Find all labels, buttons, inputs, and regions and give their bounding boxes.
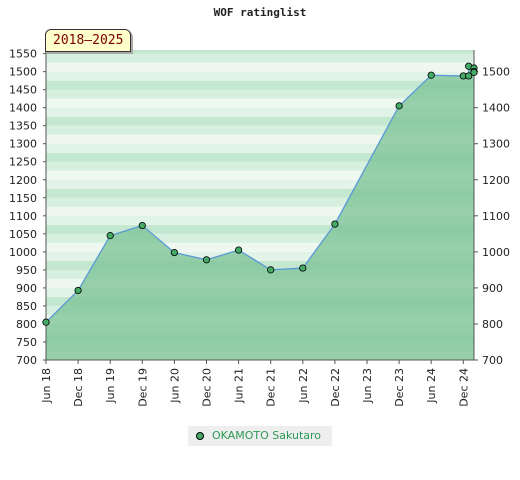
x-tick-label: Jun 20: [168, 368, 181, 404]
background-band: [46, 80, 474, 90]
background-band: [46, 116, 474, 126]
data-point: [395, 102, 403, 110]
y-axis-right-labels: 700 800 900 1000 1100 1200 1300 1400 1500: [482, 66, 510, 367]
background-band: [46, 206, 474, 216]
chart-title: WOF ratinglist: [213, 6, 307, 19]
background-band: [46, 89, 474, 99]
data-point: [202, 256, 211, 264]
y-tick-label-left: 700: [16, 354, 37, 367]
y-tick-label-right: 1100: [482, 210, 510, 223]
x-axis-labels: Jun 18 Dec 18 Jun 19 Dec 19 Jun 20 Dec 20 Jun …: [40, 368, 470, 407]
data-point: [465, 72, 473, 80]
background-band: [46, 98, 474, 108]
data-point: [106, 232, 114, 240]
background-band: [46, 161, 474, 171]
y-tick-label-left: 1100: [9, 210, 37, 223]
x-tick-label: Jun 24: [425, 368, 438, 404]
y-tick-label-right: 800: [482, 318, 503, 331]
x-tick-label: Jun 19: [104, 368, 117, 404]
y-tick-label-right: 700: [482, 354, 503, 367]
y-tick-label-left: 1450: [9, 84, 37, 97]
background-band: [46, 152, 474, 162]
data-point: [299, 264, 307, 272]
y-tick-label-left: 1400: [9, 102, 37, 115]
background-band: [46, 107, 474, 117]
background-band: [46, 224, 474, 234]
y-tick-label-right: 1400: [482, 102, 510, 115]
x-tick-label: Jun 18: [40, 368, 53, 404]
background-band: [46, 125, 474, 135]
x-tick-label: Dec 21: [265, 368, 278, 407]
x-tick-label: Dec 18: [72, 368, 85, 407]
y-tick-label-left: 750: [16, 336, 37, 349]
x-tick-label: Dec 22: [329, 368, 342, 407]
background-band: [46, 179, 474, 189]
y-tick-label-left: 900: [16, 282, 37, 295]
data-point: [267, 266, 275, 274]
background-band: [46, 215, 474, 225]
background-band: [46, 251, 474, 261]
y-tick-label-left: 950: [16, 264, 37, 277]
x-tick-label: Dec 24: [457, 368, 470, 407]
y-tick-label-left: 1500: [9, 66, 37, 79]
x-tick-label: Jun 21: [233, 368, 246, 404]
y-tick-label-left: 1250: [9, 156, 37, 169]
data-point: [427, 71, 435, 79]
y-tick-label-left: 1200: [9, 174, 37, 187]
legend-marker: [196, 432, 204, 440]
y-tick-label-left: 1300: [9, 138, 37, 151]
x-tick-label: Dec 20: [201, 368, 214, 407]
legend: OKAMOTO Sakutaro: [188, 426, 332, 446]
y-tick-label-right: 1300: [482, 138, 510, 151]
rating-points: [42, 62, 478, 326]
background-band: [46, 197, 474, 207]
y-tick-label-left: 800: [16, 318, 37, 331]
y-tick-label-left: 850: [16, 300, 37, 313]
x-tick-label: Jun 22: [297, 368, 310, 404]
rating-area-fill: [46, 66, 474, 360]
legend-label: OKAMOTO Sakutaro: [212, 429, 322, 442]
data-point: [470, 68, 478, 76]
x-tick-label: Dec 19: [136, 368, 149, 407]
background-band: [46, 170, 474, 180]
background-band: [46, 242, 474, 252]
data-point: [235, 246, 243, 254]
y-tick-label-left: 1000: [9, 246, 37, 259]
axes: [43, 50, 478, 364]
y-tick-label-left: 1350: [9, 120, 37, 133]
y-tick-label-right: 1200: [482, 174, 510, 187]
background-band: [46, 53, 474, 63]
y-tick-label-left: 1150: [9, 192, 37, 205]
x-tick-label: Jun 23: [361, 368, 374, 404]
x-tick-label: Dec 23: [393, 368, 406, 407]
y-tick-label-right: 900: [482, 282, 503, 295]
data-point: [331, 220, 339, 228]
y-axis-left-labels: 700 750 800 850 900 950 1000 1050 1100 1150 1200 12…: [9, 48, 37, 367]
data-point: [74, 286, 82, 295]
data-point: [170, 248, 178, 257]
background-band: [46, 71, 474, 81]
background-band: [46, 188, 474, 198]
y-tick-label-right: 1000: [482, 246, 510, 259]
background-band: [46, 233, 474, 243]
background-band: [46, 134, 474, 144]
y-tick-label-left: 1550: [9, 48, 37, 61]
background-band: [46, 50, 474, 54]
background-band: [46, 143, 474, 153]
background-band: [46, 62, 474, 72]
y-tick-label-left: 1050: [9, 228, 37, 241]
data-point: [138, 221, 146, 230]
data-point: [42, 318, 50, 326]
y-tick-label-right: 1500: [482, 66, 510, 79]
period-badge: 2018–2025: [45, 29, 132, 52]
